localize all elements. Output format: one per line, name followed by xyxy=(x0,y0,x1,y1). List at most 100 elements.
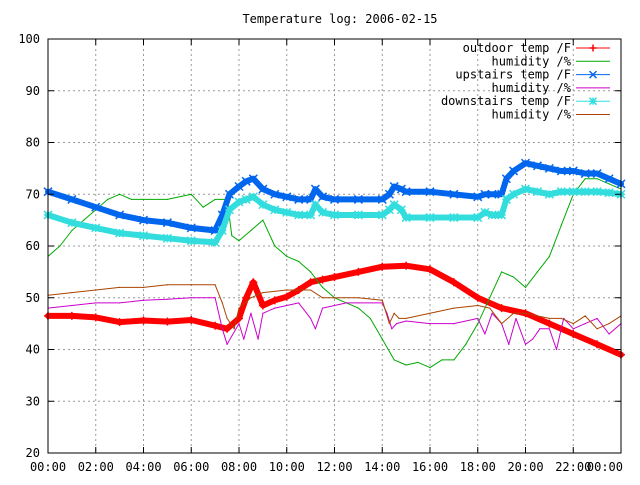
data-point xyxy=(556,187,566,197)
data-point xyxy=(593,340,602,349)
y-tick-label: 70 xyxy=(26,187,40,201)
data-point xyxy=(425,187,435,197)
data-point xyxy=(262,312,264,314)
point-marker xyxy=(318,207,328,217)
y-tick-label: 100 xyxy=(18,32,40,46)
legend-item-4: downstairs temp /F xyxy=(441,94,610,108)
data-point xyxy=(330,273,339,282)
point-marker xyxy=(306,210,316,220)
point-marker xyxy=(497,189,507,199)
data-point xyxy=(67,311,76,320)
point-marker xyxy=(449,189,459,199)
point-marker xyxy=(241,194,251,204)
point-marker xyxy=(210,237,220,247)
data-point xyxy=(138,215,149,225)
legend-label: outdoor temp /F xyxy=(463,41,571,55)
point-marker xyxy=(449,213,459,223)
point-marker xyxy=(580,187,590,197)
data-point xyxy=(563,317,565,320)
point-marker xyxy=(217,210,227,220)
data-point xyxy=(354,267,363,276)
data-point xyxy=(539,328,541,330)
data-point xyxy=(489,297,491,299)
data-point xyxy=(604,174,614,184)
x-tick-label: 02:00 xyxy=(78,460,114,474)
point-marker xyxy=(241,176,251,186)
data-point xyxy=(238,240,240,242)
data-point xyxy=(377,194,387,204)
data-point xyxy=(138,231,149,241)
point-marker xyxy=(234,197,244,207)
data-point xyxy=(241,194,251,204)
point-marker xyxy=(384,189,394,199)
data-point xyxy=(321,286,324,288)
series-4 xyxy=(43,184,626,247)
data-point xyxy=(333,297,336,299)
point-marker xyxy=(138,231,149,241)
data-point xyxy=(274,307,276,309)
data-point xyxy=(119,193,121,195)
y-tick-label: 30 xyxy=(26,394,40,408)
data-point xyxy=(568,187,578,197)
y-tick-label: 40 xyxy=(26,343,40,357)
point-marker xyxy=(91,223,101,233)
data-point xyxy=(224,205,234,215)
x-tick-label: 12:00 xyxy=(316,460,352,474)
data-point xyxy=(258,184,268,194)
data-point xyxy=(166,298,168,300)
data-point xyxy=(396,205,406,215)
data-point xyxy=(298,302,300,304)
data-point xyxy=(242,293,251,302)
point-marker xyxy=(162,233,172,243)
data-point xyxy=(560,317,562,320)
data-point xyxy=(333,304,336,307)
point-marker xyxy=(401,213,411,223)
data-point xyxy=(310,184,320,194)
data-point xyxy=(524,286,527,288)
point-marker xyxy=(224,189,234,199)
point-marker xyxy=(186,223,196,233)
data-point xyxy=(501,271,503,273)
series-line xyxy=(45,160,624,234)
point-marker xyxy=(389,200,399,210)
data-point xyxy=(405,320,407,322)
point-marker xyxy=(282,192,292,202)
data-point xyxy=(378,262,387,271)
point-marker xyxy=(425,187,435,197)
data-point xyxy=(453,307,455,309)
data-point xyxy=(91,313,100,322)
data-point xyxy=(449,189,459,199)
point-marker xyxy=(425,213,435,223)
data-point xyxy=(243,338,245,340)
data-point xyxy=(67,194,77,204)
point-marker xyxy=(389,181,399,192)
data-point xyxy=(186,236,196,246)
data-point xyxy=(384,189,394,199)
data-point xyxy=(119,302,121,304)
data-point xyxy=(487,189,497,199)
data-point xyxy=(345,302,348,304)
data-point xyxy=(282,292,291,301)
data-point xyxy=(501,174,511,184)
data-point xyxy=(318,275,327,284)
point-marker xyxy=(487,210,497,220)
data-point xyxy=(520,158,531,168)
point-marker xyxy=(520,184,531,194)
data-point xyxy=(426,265,434,274)
data-point xyxy=(477,317,479,320)
data-point xyxy=(524,312,527,314)
point-marker xyxy=(234,181,244,192)
data-point xyxy=(282,192,292,202)
data-point xyxy=(555,348,558,351)
data-point xyxy=(91,223,101,233)
data-point xyxy=(396,184,406,194)
x-tick-label: 10:00 xyxy=(269,460,305,474)
x-tick-label: 06:00 xyxy=(173,460,209,474)
data-point xyxy=(536,271,539,273)
point-marker xyxy=(544,163,554,173)
legend-marker xyxy=(588,97,598,106)
data-point xyxy=(310,271,312,273)
data-point xyxy=(569,329,578,338)
x-tick-label: 14:00 xyxy=(364,460,400,474)
